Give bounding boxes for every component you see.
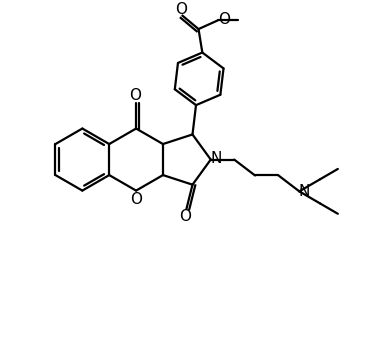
Text: O: O [178, 209, 191, 224]
Text: O: O [130, 192, 142, 207]
Text: O: O [218, 12, 230, 27]
Text: N: N [299, 184, 310, 199]
Text: O: O [175, 2, 187, 17]
Text: O: O [129, 89, 141, 104]
Text: N: N [210, 151, 222, 166]
